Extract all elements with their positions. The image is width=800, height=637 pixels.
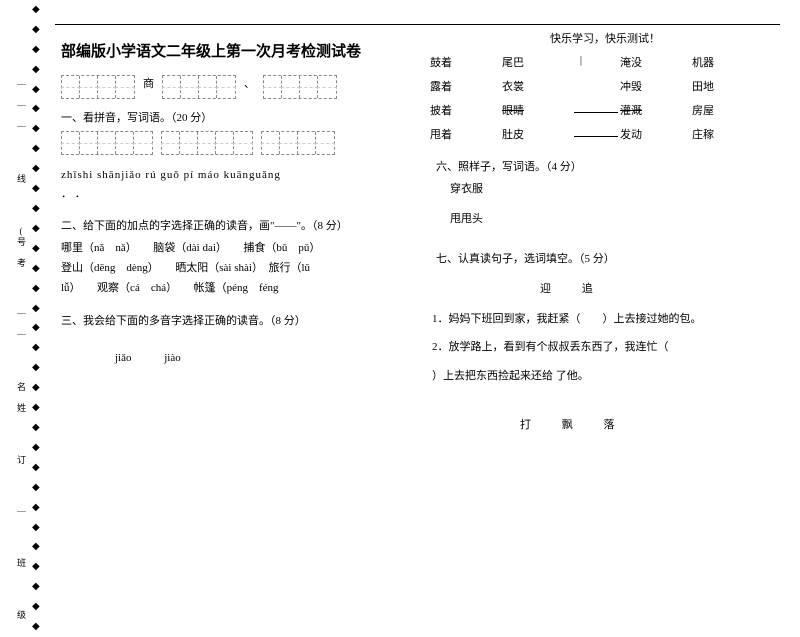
exam-title: 部编版小学语文二年级上第一次月考检测试卷 — [61, 40, 410, 61]
section-3-heading: 三、我会给下面的多音字选择正确的读音。（8 分） — [61, 312, 410, 328]
match-row: 披着 眼睛 灌溉 房屋 — [430, 102, 780, 118]
choice-word: 飘 — [562, 419, 573, 431]
side-label: 班 — [16, 558, 28, 568]
match-cell: 肚皮 — [502, 126, 542, 142]
side-label: ｜ ｜ ｜ — [16, 80, 28, 132]
match-cell: 尾巴 — [502, 54, 542, 70]
pinyin-word: jiào — [164, 352, 181, 364]
section-7-q2b: ）上去把东西捡起来还给 了他。 — [432, 367, 780, 386]
match-cell-struck: 灌溉 — [620, 102, 660, 118]
match-cell: 露着 — [430, 78, 470, 94]
section-1-heading: 一、看拼音，写词语。（20 分） — [61, 109, 410, 125]
side-label: 订 — [16, 455, 28, 465]
side-label: 级 — [16, 610, 28, 620]
match-cell: 鼓着 — [430, 54, 470, 70]
grid-mark: 商 — [143, 75, 154, 99]
section-3-words: jiǎo jiào — [115, 352, 410, 364]
match-cell: 机器 — [692, 54, 732, 70]
section-7-heading: 七、认真读句子，选词填空。（5 分） — [436, 250, 780, 266]
header-note: 快乐学习，快乐测试！ — [430, 30, 780, 46]
match-cell: 发动 — [620, 126, 660, 142]
binding-labels: ｜ ｜ ｜ 线 (号 考 ｜ ｜ 名 姓 订 ｜ 班 级 — [16, 80, 28, 620]
match-cell-struck: 眼睛 — [502, 102, 542, 118]
match-cell: 房屋 — [692, 102, 732, 118]
left-column: 部编版小学语文二年级上第一次月考检测试卷 商 、 一、看拼音，写词语。（20 分… — [55, 30, 425, 446]
side-label: (号 考 — [16, 226, 28, 268]
section-7-q2a: 2．放学路上，看到有个叔叔丢东西了，我连忙（ — [432, 338, 780, 357]
pinyin-word: jiǎo — [115, 352, 132, 364]
section-2-body: 哪里（nǎ nǎ） 脑袋（dài dai） 捕食（bū pǔ） 登山（dēng … — [61, 239, 410, 298]
section-7-word-choices: 迎 追 — [540, 280, 780, 296]
match-cell: 冲毁 — [620, 78, 660, 94]
match-cell: 庄稼 — [692, 126, 732, 142]
choice-word: 打 — [520, 419, 531, 431]
choice-word: 落 — [604, 419, 615, 431]
section-6-example: 穿衣服 — [450, 180, 780, 200]
answer-grid-row — [61, 131, 410, 155]
match-cell: 田地 — [692, 78, 732, 94]
right-column: 快乐学习，快乐测试！ 鼓着 尾巴 | 淹没 机器 露着 衣裳 冲毁 田地 披着 … — [425, 30, 780, 446]
choice-word: 迎 — [540, 283, 551, 295]
section-6-heading: 六、照样子，写词语。（4 分） — [436, 158, 780, 174]
section-2-heading: 二、给下面的加点的字选择正确的读音，画"——"。（8 分） — [61, 217, 410, 233]
left-diamond-border: ◆◆◆◆◆◆◆◆◆◆◆◆◆◆◆◆◆◆◆◆◆◆◆◆◆◆◆◆◆◆◆◆ — [32, 0, 40, 637]
side-label: 名 姓 — [16, 382, 28, 413]
match-cell: 披着 — [430, 102, 470, 118]
pinyin-line: zhīshi shānjiǎo rú guǒ pí máo kuānguǎng — [61, 169, 410, 181]
side-label: 线 — [16, 174, 28, 184]
choice-word: 追 — [582, 283, 593, 295]
match-row: 露着 衣裳 冲毁 田地 — [430, 78, 780, 94]
match-row: 甩着 肚皮 发动 庄稼 — [430, 126, 780, 142]
pinyin-dots: ． ． — [61, 185, 410, 201]
match-cell: 淹没 — [620, 54, 660, 70]
section-6-example: 甩甩头 — [450, 210, 780, 230]
side-label: ｜ — [16, 507, 28, 517]
section-7-q1: 1．妈妈下班回到家，我赶紧（ ）上去接过她的包。 — [432, 310, 780, 329]
top-divider — [55, 24, 780, 25]
match-row: 鼓着 尾巴 | 淹没 机器 — [430, 54, 780, 70]
match-cell: 甩着 — [430, 126, 470, 142]
page-content: 部编版小学语文二年级上第一次月考检测试卷 商 、 一、看拼音，写词语。（20 分… — [55, 30, 780, 446]
match-cell: 衣裳 — [502, 78, 542, 94]
section-7-word-choices-2: 打 飘 落 — [520, 416, 780, 432]
side-label: ｜ ｜ — [16, 309, 28, 340]
pinyin-grid-row: 商 、 — [61, 75, 410, 99]
